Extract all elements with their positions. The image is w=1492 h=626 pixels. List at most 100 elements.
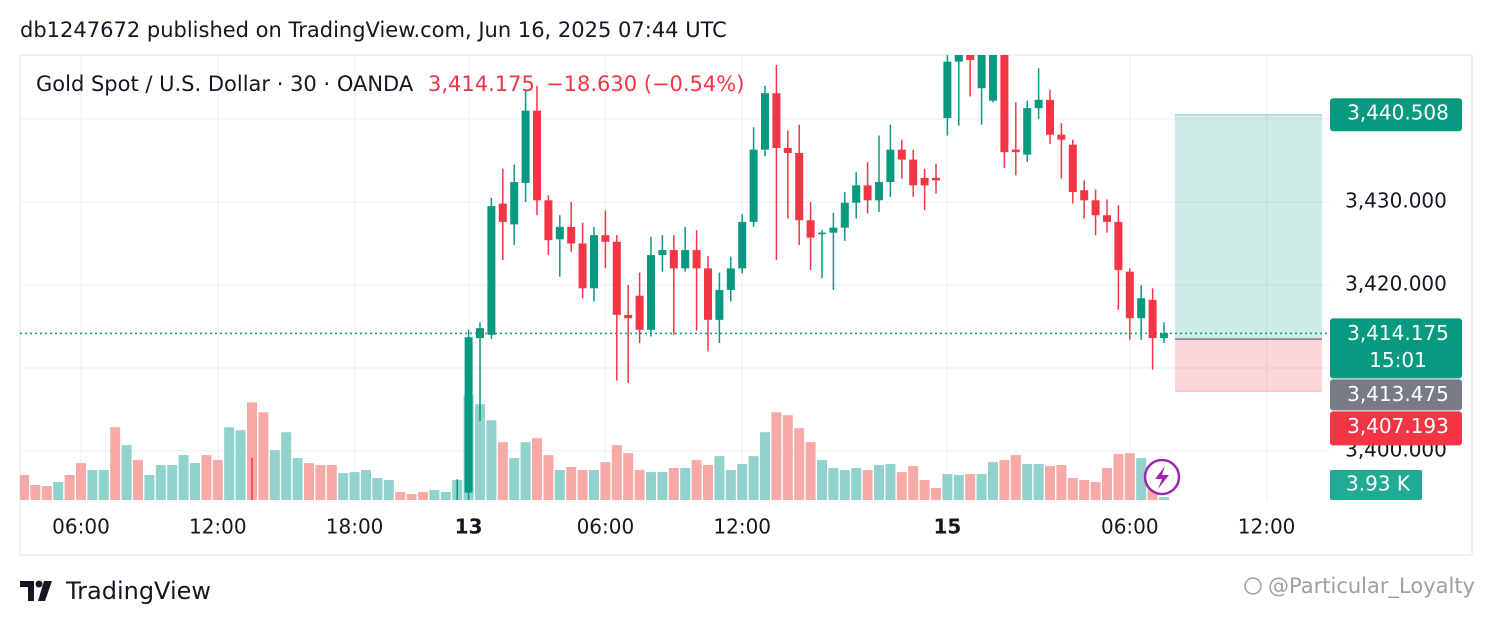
candle-body [897, 149, 906, 160]
watermark-icon [1244, 577, 1262, 595]
volume-bar [623, 453, 634, 500]
volume-bar [76, 463, 86, 500]
volume-bar [1124, 453, 1135, 500]
volume-bar [497, 442, 508, 500]
candle-body [487, 206, 496, 335]
volume-bar [782, 415, 793, 500]
candle-body [1114, 221, 1123, 271]
position-tool [20, 114, 1330, 392]
volume-bar [1067, 478, 1078, 500]
candle-body [1137, 298, 1146, 319]
candle-body [943, 61, 952, 119]
candle-body [635, 295, 644, 330]
volume-bar [862, 470, 873, 500]
volume-bar [372, 478, 383, 500]
volume-bar [554, 470, 565, 500]
candle-body [658, 250, 667, 256]
volume-layer [20, 395, 1169, 500]
price-badge [1330, 379, 1462, 411]
y-tick-label: 3,430.000 [1345, 188, 1447, 212]
y-tick-label: 3,420.000 [1345, 271, 1447, 295]
candle-body [1125, 271, 1134, 319]
volume-bar [1079, 480, 1090, 500]
candle-body [875, 182, 883, 201]
candle-body [1068, 144, 1077, 192]
candle-body [954, 55, 963, 62]
candle-body [966, 55, 975, 60]
x-tick-label: 13 [455, 515, 483, 539]
volume-bar [1056, 465, 1067, 500]
volume-bar [566, 467, 577, 500]
volume-bar [577, 470, 588, 500]
chart-frame [19, 54, 1473, 556]
volume-bar [98, 470, 109, 500]
candle-body [1011, 149, 1020, 153]
volume-bar [258, 412, 269, 500]
volume-bar [349, 472, 360, 500]
candle-body [863, 185, 872, 201]
candle-body [795, 152, 804, 221]
volume-bar [292, 458, 303, 500]
candle-body [840, 202, 849, 228]
x-tick-label: 15 [933, 515, 961, 539]
volume-bar [361, 470, 371, 500]
candle-body [920, 177, 929, 186]
candle-body [601, 235, 610, 242]
price-badge-label: 3,414.175 [1347, 321, 1449, 345]
volume-bar [144, 475, 155, 500]
logo-part [35, 580, 43, 588]
volume-bar [235, 430, 246, 500]
volume-bar [874, 465, 884, 500]
volume-bar [20, 475, 29, 500]
volume-bar [805, 442, 816, 500]
volume-bar [680, 468, 691, 500]
last-price-text: 3,414.175 [428, 72, 535, 96]
volume-bar [406, 494, 417, 500]
volume-bar [646, 472, 656, 500]
volume-bar [737, 464, 748, 500]
candle-body [521, 110, 530, 183]
price-badge [1330, 318, 1462, 379]
volume-bar [828, 468, 839, 500]
candle-layer [251, 55, 1168, 500]
volume-bar [760, 432, 770, 500]
candle-body [977, 55, 986, 89]
candle-body [1046, 99, 1054, 135]
flash-icon[interactable] [1143, 458, 1181, 496]
volume-bar [224, 427, 235, 500]
x-tick-label: 12:00 [713, 515, 771, 539]
volume-bar [212, 460, 223, 500]
candle-body [783, 147, 792, 153]
volume-bar [851, 468, 862, 500]
volume-bar [315, 465, 326, 500]
volume-bar [520, 442, 531, 500]
candle-body [1148, 299, 1157, 339]
volume-bar [634, 470, 645, 500]
candle-body [1057, 134, 1066, 140]
candle-body [476, 328, 484, 339]
volume-bar [30, 485, 41, 500]
volume-bar [817, 460, 827, 500]
candle-body [1023, 108, 1032, 155]
volume-bar [953, 475, 964, 500]
volume-bar [53, 482, 64, 500]
symbol-title: Gold Spot / U.S. Dollar · 30 · OANDA [36, 72, 414, 96]
x-tick-label: 12:00 [189, 515, 247, 539]
volume-bar [155, 465, 166, 500]
volume-bar [281, 432, 292, 500]
volume-bar [1045, 466, 1055, 500]
candle-body [567, 226, 576, 244]
volume-bar [611, 445, 622, 500]
candle-body [806, 220, 815, 238]
candle-body [932, 177, 940, 181]
volume-bar [589, 470, 599, 500]
target-zone [1175, 114, 1322, 340]
change-text: −18.630 (−0.54%) [546, 72, 744, 96]
candle-body [852, 185, 861, 203]
published-line: db1247672 published on TradingView.com, … [20, 18, 727, 42]
candle-body [1080, 190, 1089, 201]
candle-body [533, 110, 541, 201]
watermark: @Particular_Loyalty [1268, 574, 1475, 599]
volume-bar [383, 480, 394, 500]
